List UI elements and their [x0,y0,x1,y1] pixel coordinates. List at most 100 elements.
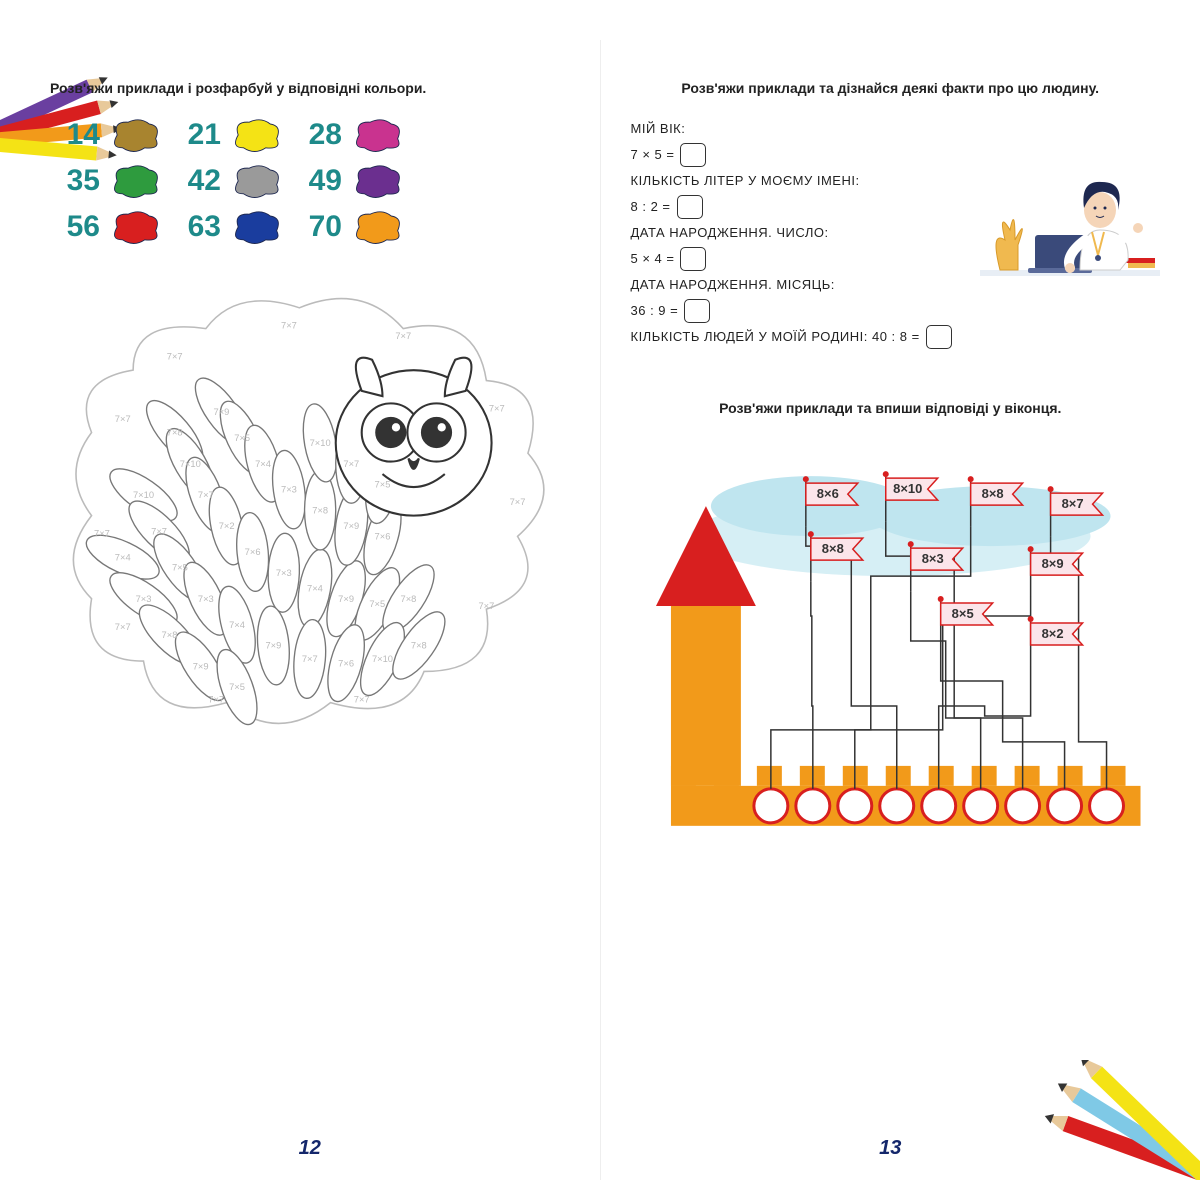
svg-text:7×7: 7×7 [208,695,224,705]
answer-circle[interactable] [1047,789,1081,823]
answer-circle[interactable] [1005,789,1039,823]
svg-text:7×5: 7×5 [369,599,385,609]
color-blob [229,208,284,246]
legend-number: 14 [60,118,100,152]
left-instruction: Розв'яжи приклади і розфарбуй у відповід… [50,80,570,96]
page-left: Розв'яжи приклади і розфарбуй у відповід… [20,40,601,1180]
svg-text:7×3: 7×3 [276,568,292,578]
svg-text:7×10: 7×10 [372,654,393,664]
color-blob [108,208,163,246]
flag-label: 8×6 [816,486,838,501]
svg-text:7×10: 7×10 [180,459,201,469]
answer-box[interactable] [926,325,952,349]
fact-expr: 5 × 4 = [631,246,675,272]
page-right: Розв'яжи приклади та дізнайся деякі факт… [601,40,1181,1180]
legend-number: 28 [302,118,342,152]
answer-circle[interactable] [837,789,871,823]
answer-circle[interactable] [795,789,829,823]
svg-text:7×9: 7×9 [214,407,230,417]
svg-text:7×7: 7×7 [198,490,214,500]
page-number-left: 12 [20,1137,600,1160]
svg-text:7×7: 7×7 [478,601,494,611]
answer-circle[interactable] [963,789,997,823]
flag-label: 8×2 [1041,626,1063,641]
fact-label: МІЙ ВІК: [631,116,1151,142]
legend-number: 21 [181,118,221,152]
svg-text:7×7: 7×7 [302,654,318,664]
flag-label: 8×9 [1041,556,1063,571]
svg-text:7×4: 7×4 [307,583,323,593]
legend-item: 63 [181,208,284,246]
svg-text:7×6: 7×6 [338,658,354,668]
legend-item: 42 [181,162,284,200]
svg-text:7×8: 7×8 [312,506,328,516]
svg-text:7×8: 7×8 [401,594,417,604]
legend-item: 35 [60,162,163,200]
flag-label: 8×3 [921,551,943,566]
color-legend: 14 21 28 35 42 49 56 63 70 [60,116,570,246]
svg-text:7×7: 7×7 [510,497,526,507]
svg-text:7×7: 7×7 [281,321,297,331]
svg-text:7×7: 7×7 [489,404,505,414]
answer-box[interactable] [677,195,703,219]
answer-circle[interactable] [879,789,913,823]
svg-text:7×7: 7×7 [151,526,167,536]
svg-text:7×9: 7×9 [343,521,359,531]
page-number-right: 13 [601,1137,1181,1160]
fact-line: 36 : 9 = [631,298,1151,324]
legend-number: 42 [181,164,221,198]
svg-text:7×8: 7×8 [167,428,183,438]
svg-text:7×10: 7×10 [310,438,331,448]
svg-text:7×4: 7×4 [255,459,271,469]
answer-box[interactable] [680,247,706,271]
flag-label: 8×8 [821,541,843,556]
svg-text:7×7: 7×7 [167,352,183,362]
svg-text:7×3: 7×3 [281,485,297,495]
legend-item: 70 [302,208,405,246]
answer-box[interactable] [684,299,710,323]
svg-text:7×7: 7×7 [94,528,110,538]
svg-text:7×9: 7×9 [265,641,281,651]
legend-item: 49 [302,162,405,200]
svg-text:7×6: 7×6 [245,547,261,557]
svg-text:7×2: 7×2 [219,521,235,531]
owl-coloring: 7×8 7×10 7×7 7×2 7×6 7×3 7×4 7×9 7×5 7×8 7×10 7×7 7×… [50,276,570,776]
svg-text:7×3: 7×3 [136,594,152,604]
fact-expr: 8 : 2 = [631,194,671,220]
legend-number: 56 [60,210,100,244]
answer-circle[interactable] [753,789,787,823]
svg-text:7×8: 7×8 [411,641,427,651]
svg-text:7×5: 7×5 [234,433,250,443]
legend-item: 56 [60,208,163,246]
legend-number: 63 [181,210,221,244]
svg-text:7×4: 7×4 [115,552,131,562]
fact-expr: 7 × 5 = [631,142,675,168]
answer-circle[interactable] [1089,789,1123,823]
svg-text:7×4: 7×4 [229,620,245,630]
answer-box[interactable] [680,143,706,167]
color-blob [350,116,405,154]
color-blob [108,116,163,154]
svg-text:7×7: 7×7 [343,459,359,469]
color-blob [350,162,405,200]
legend-number: 49 [302,164,342,198]
legend-item: 14 [60,116,163,154]
svg-text:7×9: 7×9 [338,594,354,604]
svg-text:7×5: 7×5 [375,480,391,490]
right-instruction: Розв'яжи приклади та дізнайся деякі факт… [631,80,1151,96]
person-illustration [980,160,1160,300]
svg-text:7×3: 7×3 [198,594,214,604]
answer-circle[interactable] [921,789,955,823]
legend-number: 70 [302,210,342,244]
flag-label: 8×10 [893,481,922,496]
fact-text: КІЛЬКІСТЬ ЛЮДЕЙ У МОЇЙ РОДИНІ: 40 : 8 = [631,324,920,350]
color-blob [108,162,163,200]
svg-text:7×10: 7×10 [133,490,154,500]
page-spread: Розв'яжи приклади і розфарбуй у відповід… [0,0,1200,1200]
fact-line: КІЛЬКІСТЬ ЛЮДЕЙ У МОЇЙ РОДИНІ: 40 : 8 = [631,324,1151,350]
legend-item: 28 [302,116,405,154]
legend-number: 35 [60,164,100,198]
svg-text:7×7: 7×7 [395,331,411,341]
flag-label: 8×7 [1061,496,1083,511]
castle-puzzle: 8×68×108×88×78×88×38×98×58×2 [631,446,1151,866]
